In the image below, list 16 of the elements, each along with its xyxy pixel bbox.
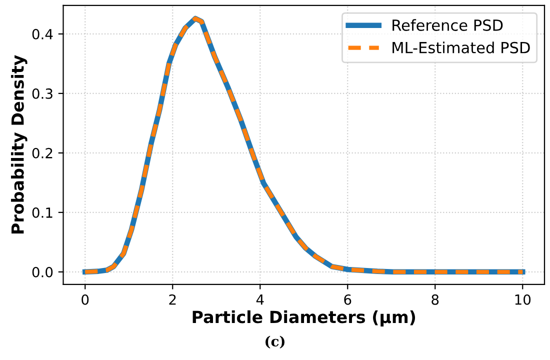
- y-tick-label: 0.0: [32, 266, 53, 278]
- x-tick-label: 6: [344, 294, 352, 305]
- x-tick-label: 4: [256, 294, 264, 305]
- text: (c): [266, 336, 284, 348]
- y-tick-label: 0.4: [32, 28, 53, 40]
- y-tick-label: 0.2: [32, 148, 52, 158]
- legend-label: ML-Estimated PSD: [392, 42, 530, 54]
- x-tick-label: 2: [169, 294, 176, 305]
- x-axis-title: Particle Diameters (µm): [192, 310, 416, 326]
- y-tick-label: 0.1: [32, 207, 52, 218]
- legend-label: Reference PSD: [392, 19, 503, 31]
- y-axis-title: Probability Density: [11, 55, 28, 234]
- x-tick-label: 0: [82, 294, 89, 305]
- x-tick-label: 10: [515, 294, 531, 305]
- x-tick-label: 8: [432, 294, 439, 305]
- y-tick-label: 0.3: [32, 88, 52, 99]
